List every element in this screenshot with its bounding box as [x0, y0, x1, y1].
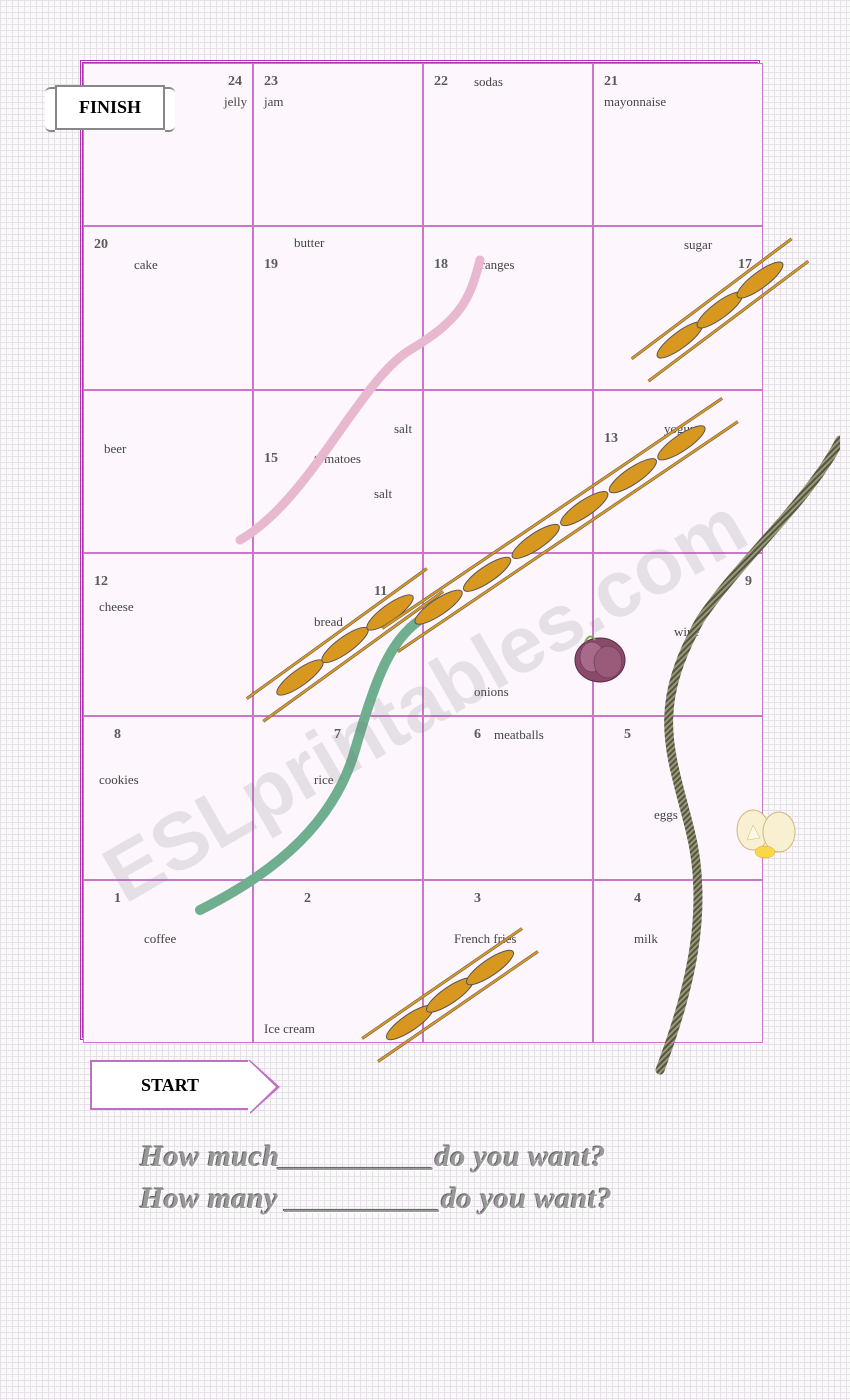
cell-c2: 2 Ice cream: [253, 880, 423, 1043]
cell-c7: 7 rice: [253, 716, 423, 879]
q1-blank: __________: [280, 1140, 435, 1173]
cell-num: 6: [474, 727, 481, 743]
cell-c4: 4 milk: [593, 880, 763, 1043]
cell-c6: 6 meatballs: [423, 716, 593, 879]
cell-label: tomatoes: [314, 451, 361, 467]
cell-label: sugar: [684, 237, 712, 253]
cell-num: 9: [745, 574, 752, 590]
cell-label: Ice cream: [264, 1021, 315, 1037]
cell-label: milk: [634, 931, 658, 947]
q1-suffix: do you want?: [435, 1140, 606, 1173]
cell-label: sodas: [474, 74, 503, 90]
cell-label: meatballs: [494, 727, 544, 743]
cell-c1: 1 coffee: [83, 880, 253, 1043]
cell-sublabel: salt: [394, 421, 412, 437]
cell-num: 7: [334, 727, 341, 743]
cell-c21: 21 mayonnaise: [593, 63, 763, 226]
cell-c13: 13 yogurt: [593, 390, 763, 553]
cell-c10: onions: [423, 553, 593, 716]
cell-num: 13: [604, 431, 618, 447]
cell-label: eggs: [654, 807, 678, 823]
cell-sublabel: jelly: [224, 94, 247, 110]
cell-num: 21: [604, 74, 618, 90]
cell-c3: 3 French fries: [423, 880, 593, 1043]
cell-label: bread: [314, 614, 343, 630]
cell-c17: 17 sugar: [593, 226, 763, 389]
cell-num: 20: [94, 237, 108, 253]
cell-c9: 9 wine: [593, 553, 763, 716]
q2-blank: __________: [286, 1182, 441, 1215]
cell-label: wine: [674, 624, 699, 640]
cell-c12: 12 cheese: [83, 553, 253, 716]
cell-c11: 11 bread: [253, 553, 423, 716]
cell-c22: 22 sodas: [423, 63, 593, 226]
finish-label: FINISH: [79, 97, 141, 117]
cell-c18: 18 oranges: [423, 226, 593, 389]
finish-banner: FINISH: [55, 85, 165, 130]
cell-c16: beer: [83, 390, 253, 553]
cell-num: 19: [264, 257, 278, 273]
cell-num: 17: [738, 257, 752, 273]
cell-label: French fries: [454, 931, 516, 947]
cell-num: 12: [94, 574, 108, 590]
cell-num: 18: [434, 257, 448, 273]
cell-num: 2: [304, 891, 311, 907]
cell-c15: 15 tomatoes salt salt: [253, 390, 423, 553]
cell-c19: 19 butter: [253, 226, 423, 389]
cell-label: beer: [104, 441, 126, 457]
cell-label: butter: [294, 235, 324, 251]
q1-prefix: How much: [140, 1140, 280, 1173]
cell-num: 23: [264, 74, 278, 90]
cell-num: 15: [264, 451, 278, 467]
start-label: START: [141, 1075, 199, 1096]
cell-c5: 5 eggs: [593, 716, 763, 879]
cell-num: 22: [434, 74, 448, 90]
cell-num: 11: [374, 584, 387, 600]
cell-label: rice: [314, 772, 333, 788]
cell-label: cheese: [99, 599, 134, 615]
cell-label: oranges: [474, 257, 514, 273]
cell-num: 24: [228, 74, 242, 90]
start-banner: START: [90, 1060, 250, 1110]
cell-num: 1: [114, 891, 121, 907]
cell-label: mayonnaise: [604, 94, 666, 110]
cell-num: 4: [634, 891, 641, 907]
cell-label: cake: [134, 257, 158, 273]
question-much: How much__________do you want?: [140, 1140, 612, 1174]
cell-c20: 20 cake: [83, 226, 253, 389]
questions-block: How much__________do you want? How many …: [140, 1140, 612, 1224]
cell-c23: 23 jam: [253, 63, 423, 226]
game-board: 24jelly23jam22sodas21mayonnaise20cake19b…: [80, 60, 760, 1040]
cell-label: onions: [474, 684, 509, 700]
cell-label: jam: [264, 94, 284, 110]
question-many: How many __________do you want?: [140, 1182, 612, 1216]
cell-num: 5: [624, 727, 631, 743]
cell-c14: [423, 390, 593, 553]
board-wrapper: 24jelly23jam22sodas21mayonnaise20cake19b…: [80, 60, 760, 1040]
q2-prefix: How many: [140, 1182, 278, 1215]
cell-c8: 8 cookies: [83, 716, 253, 879]
cell-label: coffee: [144, 931, 176, 947]
q2-suffix: do you want?: [441, 1182, 612, 1215]
cell-num: 3: [474, 891, 481, 907]
cell-num: 8: [114, 727, 121, 743]
cell-label: cookies: [99, 772, 139, 788]
cell-label: yogurt: [664, 421, 698, 437]
cell-sublabel2: salt: [374, 486, 392, 502]
